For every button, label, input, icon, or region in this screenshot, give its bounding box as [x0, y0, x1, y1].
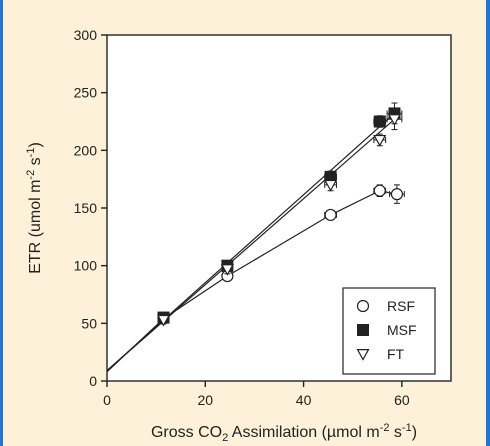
y-tick-label: 200 [74, 142, 98, 158]
data-point-ft [373, 134, 387, 147]
y-tick-label: 150 [74, 200, 98, 216]
x-axis-title: Gross CO2 Assimilation (µmol m-2 s-1) [151, 422, 417, 444]
data-point-rsf [373, 184, 386, 197]
data-point-ft [220, 264, 234, 276]
y-tick-label: 0 [89, 373, 97, 389]
data-point-rsf [324, 208, 337, 222]
data-point-ft [387, 114, 402, 126]
x-tick-label: 60 [394, 392, 410, 408]
fit-line-msf [106, 112, 395, 372]
y-tick-label: 250 [74, 85, 98, 101]
x-tick-label: 0 [103, 392, 111, 408]
fit-line-ft [106, 118, 395, 372]
y-axis-title: ETR (umol m-2 s-1) [25, 142, 44, 274]
data-point-ft [324, 179, 338, 192]
y-tick-label: 50 [81, 315, 97, 331]
legend-marker-rsf [356, 299, 370, 313]
y-tick-label: 100 [74, 258, 98, 274]
legend-label-msf: MSF [387, 322, 417, 338]
data-point-msf [373, 115, 386, 128]
legend-label-rsf: RSF [387, 298, 415, 314]
legend-marker-ft [356, 349, 370, 361]
y-tick-label: 300 [74, 27, 98, 43]
x-tick-label: 40 [296, 392, 312, 408]
data-point-ft [156, 314, 171, 327]
legend-label-ft: FT [387, 346, 405, 362]
legend-marker-msf [357, 324, 369, 336]
x-tick-label: 20 [197, 392, 213, 408]
data-point-rsf [390, 188, 404, 201]
